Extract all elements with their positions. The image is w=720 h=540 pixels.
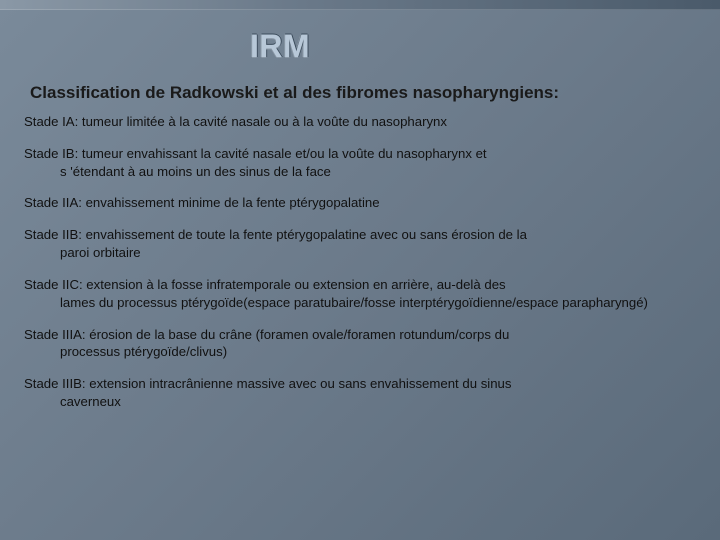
stage-iiia: Stade IIIA: érosion de la base du crâne … <box>24 326 690 362</box>
stage-iiib: Stade IIIB: extension intracrânienne mas… <box>24 375 690 411</box>
stages-list: Stade IA: tumeur limitée à la cavité nas… <box>0 113 720 411</box>
stage-cont: caverneux <box>24 393 690 411</box>
stage-ia: Stade IA: tumeur limitée à la cavité nas… <box>24 113 690 131</box>
stage-cont: lames du processus ptérygoïde(espace par… <box>24 294 690 312</box>
stage-text: Stade IIA: envahissement minime de la fe… <box>24 195 380 210</box>
stage-text: Stade IIC: extension à la fosse infratem… <box>24 277 506 292</box>
classification-heading: Classification de Radkowski et al des fi… <box>0 65 720 113</box>
top-accent-bar <box>0 0 720 10</box>
stage-iib: Stade IIB: envahissement de toute la fen… <box>24 226 690 262</box>
stage-ib: Stade IB: tumeur envahissant la cavité n… <box>24 145 690 181</box>
stage-text: Stade IIB: envahissement de toute la fen… <box>24 227 527 242</box>
stage-text: Stade IIIA: érosion de la base du crâne … <box>24 327 509 342</box>
stage-text: Stade IA: tumeur limitée à la cavité nas… <box>24 114 447 129</box>
stage-text: Stade IIIB: extension intracrânienne mas… <box>24 376 511 391</box>
stage-text: Stade IB: tumeur envahissant la cavité n… <box>24 146 487 161</box>
stage-iia: Stade IIA: envahissement minime de la fe… <box>24 194 690 212</box>
stage-cont: paroi orbitaire <box>24 244 690 262</box>
stage-iic: Stade IIC: extension à la fosse infratem… <box>24 276 690 312</box>
stage-cont: processus ptérygoïde/clivus) <box>24 343 690 361</box>
stage-cont: s 'étendant à au moins un des sinus de l… <box>24 163 690 181</box>
